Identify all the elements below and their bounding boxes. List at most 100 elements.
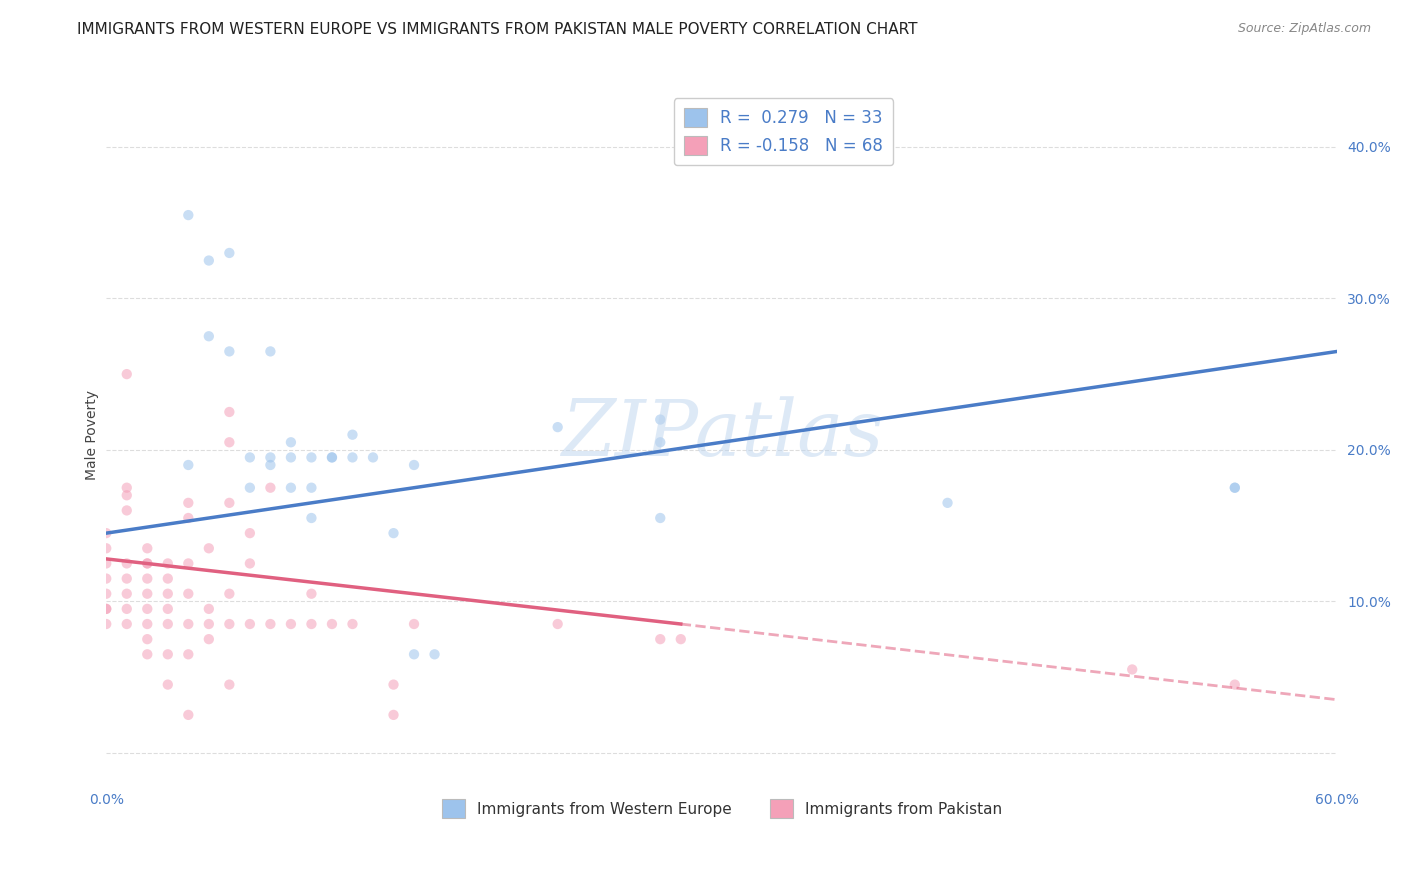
Point xyxy=(301,450,323,465)
Point xyxy=(156,557,179,571)
Point xyxy=(1121,663,1143,677)
Point xyxy=(177,208,200,222)
Point xyxy=(177,707,200,722)
Point xyxy=(136,617,159,632)
Point xyxy=(239,450,262,465)
Point xyxy=(382,526,405,541)
Point xyxy=(96,557,118,571)
Point xyxy=(177,617,200,632)
Point xyxy=(198,329,221,343)
Point xyxy=(156,677,179,691)
Point xyxy=(239,557,262,571)
Point xyxy=(198,541,221,556)
Point xyxy=(259,344,281,359)
Point xyxy=(342,617,364,632)
Point xyxy=(280,481,302,495)
Point xyxy=(280,450,302,465)
Point xyxy=(156,602,179,616)
Point xyxy=(321,617,343,632)
Point xyxy=(402,617,425,632)
Point xyxy=(136,572,159,586)
Point xyxy=(1223,677,1246,691)
Point xyxy=(96,526,118,541)
Y-axis label: Male Poverty: Male Poverty xyxy=(86,390,100,480)
Point xyxy=(136,602,159,616)
Point xyxy=(259,458,281,472)
Point xyxy=(136,632,159,647)
Point xyxy=(402,648,425,662)
Point xyxy=(259,617,281,632)
Point xyxy=(96,572,118,586)
Point xyxy=(218,246,240,260)
Point xyxy=(669,632,692,647)
Point xyxy=(218,435,240,450)
Point xyxy=(115,587,138,601)
Point xyxy=(198,617,221,632)
Point xyxy=(136,587,159,601)
Legend: Immigrants from Western Europe, Immigrants from Pakistan: Immigrants from Western Europe, Immigran… xyxy=(436,793,1008,824)
Point xyxy=(156,587,179,601)
Point xyxy=(239,617,262,632)
Point xyxy=(198,632,221,647)
Point xyxy=(156,648,179,662)
Point xyxy=(301,481,323,495)
Point xyxy=(280,435,302,450)
Text: IMMIGRANTS FROM WESTERN EUROPE VS IMMIGRANTS FROM PAKISTAN MALE POVERTY CORRELAT: IMMIGRANTS FROM WESTERN EUROPE VS IMMIGR… xyxy=(77,22,918,37)
Point xyxy=(115,488,138,502)
Point xyxy=(382,677,405,691)
Point xyxy=(259,450,281,465)
Point xyxy=(177,511,200,525)
Point xyxy=(115,481,138,495)
Point xyxy=(136,557,159,571)
Point xyxy=(402,458,425,472)
Point xyxy=(342,450,364,465)
Point xyxy=(382,707,405,722)
Point xyxy=(650,632,672,647)
Point xyxy=(115,367,138,381)
Point xyxy=(650,412,672,426)
Point xyxy=(198,253,221,268)
Point xyxy=(280,617,302,632)
Point xyxy=(1223,481,1246,495)
Point xyxy=(936,496,959,510)
Point xyxy=(96,602,118,616)
Point xyxy=(96,587,118,601)
Point xyxy=(96,541,118,556)
Point xyxy=(177,458,200,472)
Point xyxy=(321,450,343,465)
Point xyxy=(650,435,672,450)
Point xyxy=(156,617,179,632)
Point xyxy=(1223,481,1246,495)
Point xyxy=(218,617,240,632)
Point xyxy=(301,587,323,601)
Point xyxy=(547,617,569,632)
Point xyxy=(547,420,569,434)
Point xyxy=(136,557,159,571)
Point xyxy=(650,511,672,525)
Point xyxy=(259,481,281,495)
Point xyxy=(239,481,262,495)
Point xyxy=(218,677,240,691)
Point xyxy=(115,572,138,586)
Point xyxy=(115,503,138,517)
Point xyxy=(342,427,364,442)
Text: ZIPatlas: ZIPatlas xyxy=(561,397,883,473)
Point xyxy=(321,450,343,465)
Point xyxy=(115,557,138,571)
Point xyxy=(177,557,200,571)
Point xyxy=(239,526,262,541)
Point xyxy=(136,648,159,662)
Text: Source: ZipAtlas.com: Source: ZipAtlas.com xyxy=(1237,22,1371,36)
Point xyxy=(177,496,200,510)
Point xyxy=(96,617,118,632)
Point xyxy=(218,405,240,419)
Point xyxy=(177,587,200,601)
Point xyxy=(301,511,323,525)
Point xyxy=(218,496,240,510)
Point xyxy=(423,648,446,662)
Point xyxy=(177,648,200,662)
Point xyxy=(115,617,138,632)
Point xyxy=(136,541,159,556)
Point xyxy=(301,617,323,632)
Point xyxy=(115,602,138,616)
